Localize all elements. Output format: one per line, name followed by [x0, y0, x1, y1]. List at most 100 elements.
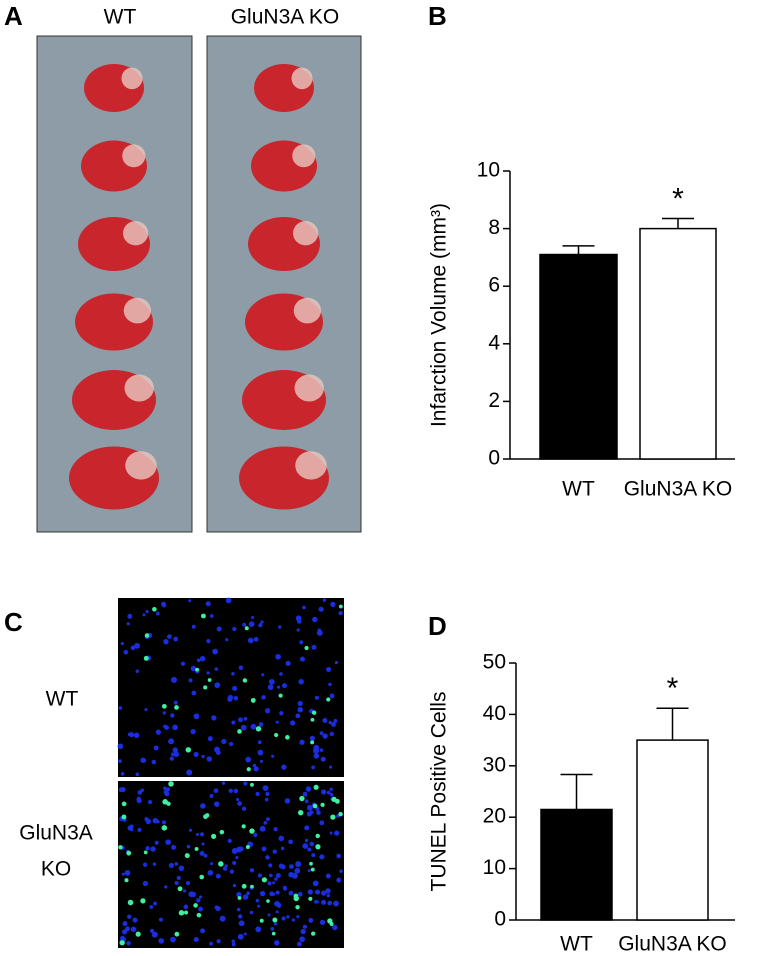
- nucleus: [149, 904, 154, 909]
- y-tick-label: 4: [488, 331, 500, 354]
- nucleus: [147, 799, 153, 805]
- nucleus: [338, 611, 343, 616]
- nucleus: [203, 853, 208, 858]
- tunel-cell: [261, 877, 268, 883]
- nucleus: [306, 804, 313, 811]
- nucleus: [253, 636, 259, 642]
- nucleus: [321, 789, 327, 795]
- nucleus: [261, 673, 265, 677]
- nucleus: [236, 846, 243, 853]
- tunel-cell: [255, 726, 262, 732]
- nucleus: [142, 613, 146, 617]
- tunel-cell: [330, 814, 336, 820]
- nucleus: [198, 906, 204, 912]
- tunel-cell: [315, 833, 320, 839]
- nucleus: [336, 877, 342, 883]
- nucleus: [167, 634, 172, 639]
- nucleus: [238, 665, 244, 670]
- nucleus: [317, 628, 322, 633]
- nucleus: [261, 695, 266, 700]
- nucleus: [322, 718, 328, 723]
- nucleus: [205, 601, 211, 607]
- infarct: [294, 374, 324, 402]
- tunel-cell: [266, 899, 270, 903]
- nucleus: [265, 791, 270, 797]
- y-tick-label: 10: [477, 159, 500, 182]
- tunel-cell: [135, 931, 141, 937]
- tunel-cell: [124, 878, 129, 883]
- nucleus: [313, 753, 320, 759]
- tunel-cell: [241, 883, 247, 889]
- nucleus: [237, 933, 244, 940]
- nucleus: [258, 722, 264, 727]
- nucleus: [302, 924, 308, 929]
- y-tick-label: 40: [483, 702, 506, 725]
- tunel-cell: [237, 729, 242, 734]
- nucleus: [299, 656, 306, 662]
- nucleus: [307, 847, 312, 852]
- nucleus: [316, 810, 321, 815]
- nucleus: [262, 785, 269, 792]
- nucleus: [243, 932, 247, 936]
- nucleus: [232, 626, 237, 632]
- infarct: [291, 67, 313, 90]
- nucleus: [274, 877, 278, 881]
- nucleus: [282, 683, 288, 689]
- nucleus: [280, 846, 285, 851]
- nucleus: [195, 832, 199, 837]
- nucleus: [183, 904, 189, 910]
- tunel-cell: [271, 931, 276, 936]
- nucleus: [134, 642, 140, 649]
- nucleus: [152, 862, 157, 866]
- nucleus: [309, 735, 315, 741]
- tunel-cell: [126, 850, 132, 856]
- tunel-cell: [162, 799, 168, 805]
- nucleus: [221, 781, 226, 785]
- tunel-cell: [140, 898, 146, 904]
- nucleus: [302, 843, 309, 849]
- infarct: [123, 221, 149, 246]
- nucleus: [216, 939, 221, 944]
- nucleus: [259, 890, 266, 897]
- nucleus: [126, 941, 131, 946]
- tunel-cell: [241, 824, 246, 829]
- nucleus: [330, 601, 336, 608]
- nucleus: [163, 789, 168, 795]
- nucleus: [132, 917, 138, 923]
- nucleus: [118, 706, 123, 710]
- tunel-cell: [178, 910, 185, 916]
- nucleus: [133, 732, 140, 738]
- x-tick-label: GluN3A KO: [624, 478, 733, 501]
- nucleus: [302, 791, 308, 797]
- nucleus: [311, 765, 316, 770]
- nucleus: [130, 926, 137, 933]
- tunel-cell: [199, 874, 205, 880]
- tunel-cell: [310, 867, 315, 872]
- tunel-cell: [311, 710, 317, 715]
- nucleus: [200, 803, 206, 809]
- tunel-cell: [326, 697, 331, 702]
- nucleus: [172, 724, 178, 731]
- tunel-cell: [194, 846, 199, 851]
- x-tick-label: WT: [562, 478, 595, 501]
- nucleus: [334, 660, 339, 665]
- nucleus: [321, 899, 327, 905]
- nucleus: [170, 936, 176, 943]
- nucleus: [312, 618, 317, 623]
- nucleus: [242, 894, 249, 900]
- x-tick-label: GluN3A KO: [618, 933, 727, 956]
- tunel-cell: [183, 910, 189, 915]
- tunel-image: [118, 598, 344, 777]
- y-axis-label: TUNEL Positive Cells: [428, 692, 451, 892]
- nucleus: [311, 644, 317, 650]
- nucleus: [331, 722, 336, 727]
- nucleus: [339, 869, 343, 873]
- nucleus: [279, 711, 284, 716]
- nucleus: [328, 720, 333, 725]
- decoration: [69, 64, 343, 947]
- infarct: [292, 144, 316, 168]
- tunel-cell: [250, 697, 256, 703]
- nucleus: [163, 638, 169, 645]
- tunel-cell: [250, 884, 254, 889]
- y-tick-label: 0: [488, 447, 500, 470]
